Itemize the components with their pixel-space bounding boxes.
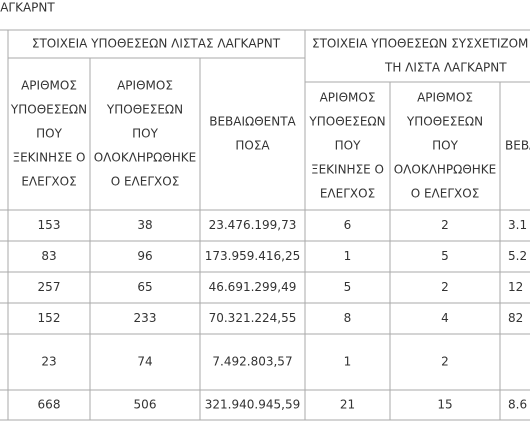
group-header: ΤΗ ΛΙΣΤΑ ΛΑΓΚΑΡΝΤ	[384, 61, 507, 75]
group-header: ΣΤΟΙΧΕΙΑ ΥΠΟΘΕΣΕΩΝ ΛΙΣΤΑΣ ΛΑΓΚΑΡΝΤ	[32, 37, 281, 51]
column-header: ΥΠΟΘΕΣΕΩΝ	[106, 103, 183, 117]
column-header: ΠΟΥ	[132, 127, 158, 141]
column-header: Ο ΕΛΕΓΧΟΣ	[411, 187, 480, 201]
column-header: ΑΡΙΘΜΟΣ	[417, 91, 473, 105]
column-header: ΥΠΟΘΕΣΕΩΝ	[10, 103, 87, 117]
group-header: ΣΤΟΙΧΕΙΑ ΥΠΟΘΕΣΕΩΝ ΣΥΣΧΕΤΙΖΟΜ	[312, 37, 528, 51]
column-header: ΞΕΚΙΝΗΣΕ Ο	[311, 163, 384, 177]
column-header: ΞΕΚΙΝΗΣΕ Ο	[13, 151, 86, 165]
table-cell: 1	[344, 249, 352, 263]
column-header: ΠΟΥ	[335, 139, 361, 153]
table-cell: 4	[441, 311, 449, 325]
table-cell: 5.2	[508, 249, 527, 263]
column-header: ΠΟΥ	[36, 127, 62, 141]
table-cell: 65	[137, 280, 152, 294]
table-cell: 5	[344, 280, 352, 294]
table-cell: 506	[134, 398, 157, 412]
column-header: ΠΟΥ	[432, 139, 458, 153]
table-cell: 233	[134, 311, 157, 325]
table-cell: 23	[41, 355, 56, 369]
column-header: ΥΠΟΘΕΣΕΩΝ	[406, 115, 483, 129]
column-header: ΠΟΣΑ	[235, 139, 270, 153]
table-cell: 5	[441, 249, 449, 263]
table-cell: 23.476.199,73	[209, 218, 297, 232]
table-cell: 2	[441, 355, 449, 369]
table-cell: 257	[38, 280, 61, 294]
table-cell: 1	[344, 355, 352, 369]
column-header: ΑΡΙΘΜΟΣ	[21, 79, 77, 93]
table-cell: 2	[441, 218, 449, 232]
table-cell: 46.691.299,49	[209, 280, 297, 294]
table-cell: 96	[137, 249, 152, 263]
table-cell: 74	[137, 355, 152, 369]
table-cell: 321.940.945,59	[205, 398, 300, 412]
column-header: ΑΡΙΘΜΟΣ	[117, 79, 173, 93]
table-cell: 6	[344, 218, 352, 232]
table-cell: 83	[41, 249, 56, 263]
table-cell: 70.321.224,55	[209, 311, 297, 325]
column-header: ΒΕΒΑ	[505, 139, 530, 153]
table-cell: 12	[508, 280, 523, 294]
column-header: ΕΛΕΓΧΟΣ	[320, 187, 375, 201]
table-cell: 152	[38, 311, 61, 325]
table-cell: 8	[344, 311, 352, 325]
column-header: ΥΠΟΘΕΣΕΩΝ	[308, 115, 385, 129]
table-cell: 15	[437, 398, 452, 412]
table-cell: 2	[441, 280, 449, 294]
column-header: ΑΡΙΘΜΟΣ	[320, 91, 376, 105]
table-cell: 3.1	[508, 218, 527, 232]
table-cell: 38	[137, 218, 152, 232]
page-title: ΛΑΓΚΑΡΝΤ	[0, 1, 55, 15]
table-cell: 173.959.416,25	[205, 249, 300, 263]
column-header: Ο ΕΛΕΓΧΟΣ	[111, 175, 180, 189]
column-header: ΟΛΟΚΛΗΡΩΘΗΚΕ	[94, 151, 197, 165]
table-cell: 82	[508, 311, 523, 325]
table-cell: 668	[38, 398, 61, 412]
table-cell: 21	[340, 398, 355, 412]
table-cell: 7.492.803,57	[212, 355, 292, 369]
column-header: ΟΛΟΚΛΗΡΩΘΗΚΕ	[394, 163, 497, 177]
column-header: ΒΕΒΑΙΩΘΕΝΤΑ	[209, 115, 296, 129]
column-header: ΕΛΕΓΧΟΣ	[21, 175, 76, 189]
table-cell: 153	[38, 218, 61, 232]
table-cell: 8.6	[508, 398, 527, 412]
